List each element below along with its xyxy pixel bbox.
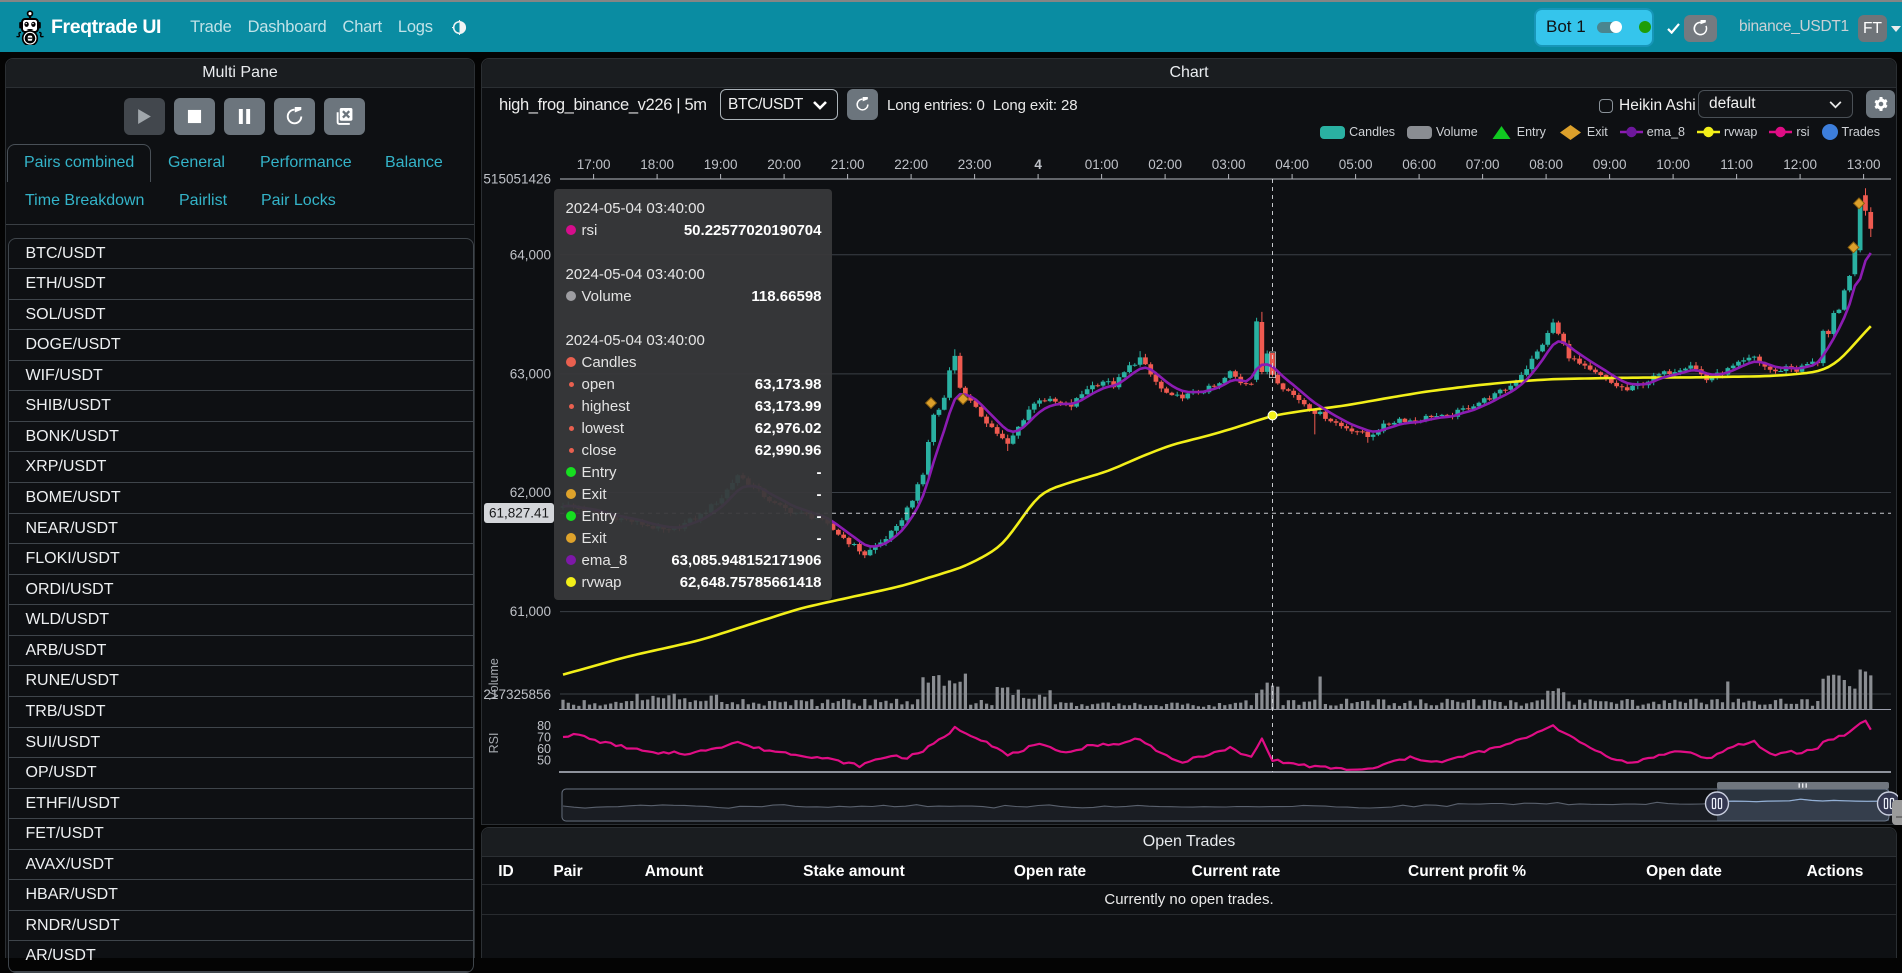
svg-text:06:00: 06:00 (1402, 157, 1436, 172)
svg-text:61,000: 61,000 (510, 604, 551, 619)
svg-text:217325856: 217325856 (483, 687, 551, 702)
svg-text:64,000: 64,000 (510, 247, 551, 262)
svg-text:61,827.41: 61,827.41 (489, 506, 549, 521)
svg-text:63,000: 63,000 (510, 366, 551, 381)
svg-text:11:00: 11:00 (1720, 157, 1753, 172)
svg-text:01:00: 01:00 (1085, 157, 1119, 172)
svg-text:08:00: 08:00 (1529, 157, 1563, 172)
svg-text:13:00: 13:00 (1847, 157, 1881, 172)
svg-text:18:00: 18:00 (640, 157, 674, 172)
svg-text:12:00: 12:00 (1783, 157, 1817, 172)
svg-text:22:00: 22:00 (894, 157, 928, 172)
svg-text:04:00: 04:00 (1275, 157, 1309, 172)
svg-text:4: 4 (1034, 157, 1042, 172)
svg-text:80: 80 (537, 719, 551, 733)
svg-text:02:00: 02:00 (1148, 157, 1182, 172)
svg-text:17:00: 17:00 (577, 157, 611, 172)
svg-text:07:00: 07:00 (1466, 157, 1500, 172)
svg-text:05:00: 05:00 (1339, 157, 1373, 172)
svg-text:03:00: 03:00 (1212, 157, 1246, 172)
svg-text:09:00: 09:00 (1593, 157, 1627, 172)
svg-text:21:00: 21:00 (831, 157, 865, 172)
svg-text:19:00: 19:00 (704, 157, 738, 172)
svg-text:70: 70 (537, 731, 551, 745)
svg-text:62,000: 62,000 (510, 485, 551, 500)
svg-text:60: 60 (537, 742, 551, 756)
svg-text:Volume: Volume (487, 658, 501, 700)
svg-text:23:00: 23:00 (958, 157, 992, 172)
svg-text:50: 50 (537, 754, 551, 768)
svg-text:10:00: 10:00 (1656, 157, 1690, 172)
svg-text:20:00: 20:00 (767, 157, 801, 172)
svg-text:RSI: RSI (487, 733, 501, 754)
svg-text:515051426: 515051426 (483, 172, 551, 187)
